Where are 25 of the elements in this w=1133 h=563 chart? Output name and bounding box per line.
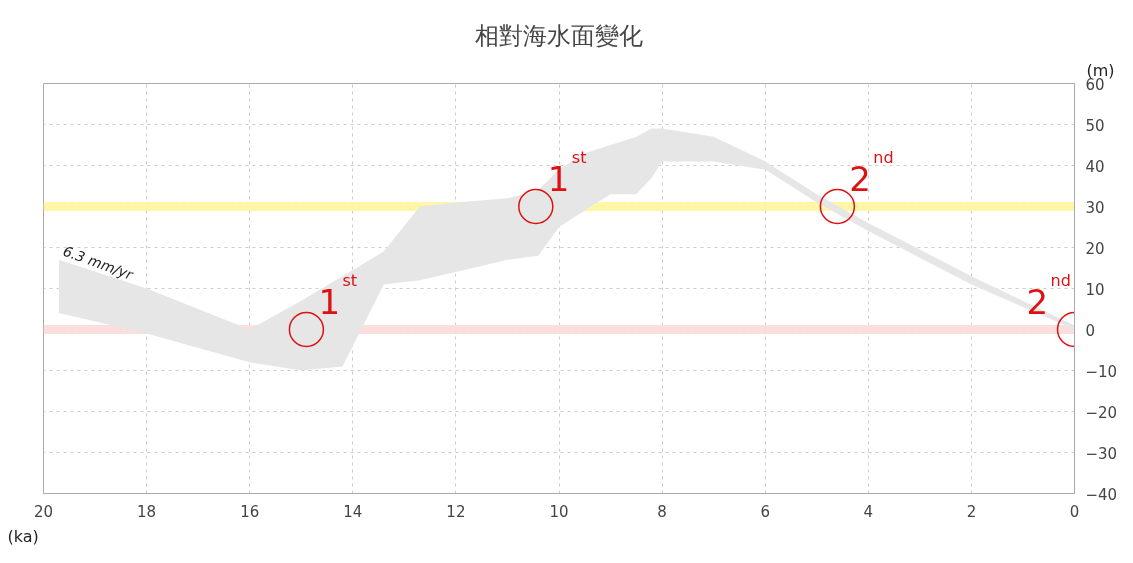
x-tick-label: 2 [966,502,977,521]
y-tick-label: −10 [1085,362,1118,381]
annotation: 6.3 mm/yr [60,242,136,284]
x-tick-label: 14 [343,502,363,521]
x-axis-title: (ka) [7,526,39,546]
chart-title: 相對海水面變化 [475,21,643,50]
x-tick-label: 10 [549,502,569,521]
x-tick-label: 12 [446,502,466,521]
x-tick-label: 20 [33,502,54,521]
y-tick-label: 10 [1085,280,1105,299]
y-axis-title: (m) [1086,60,1115,80]
y-tick-label: −30 [1085,444,1118,463]
x-tick-label: 0 [1069,502,1080,521]
x-tick-label: 18 [137,502,157,521]
y-tick-label: 50 [1085,116,1105,135]
x-tick-label: 16 [240,502,260,521]
y-tick-label: 0 [1085,321,1096,340]
y-tick-label: 40 [1085,157,1105,176]
y-tick-label: −20 [1085,403,1118,422]
y-tick-label: 30 [1085,198,1105,217]
y-tick-label: 20 [1085,239,1105,258]
x-tick-label: 6 [760,502,770,521]
y-tick-label: −40 [1085,485,1118,504]
x-tick-label: 8 [657,502,667,521]
x-tick-label: 4 [863,502,874,521]
